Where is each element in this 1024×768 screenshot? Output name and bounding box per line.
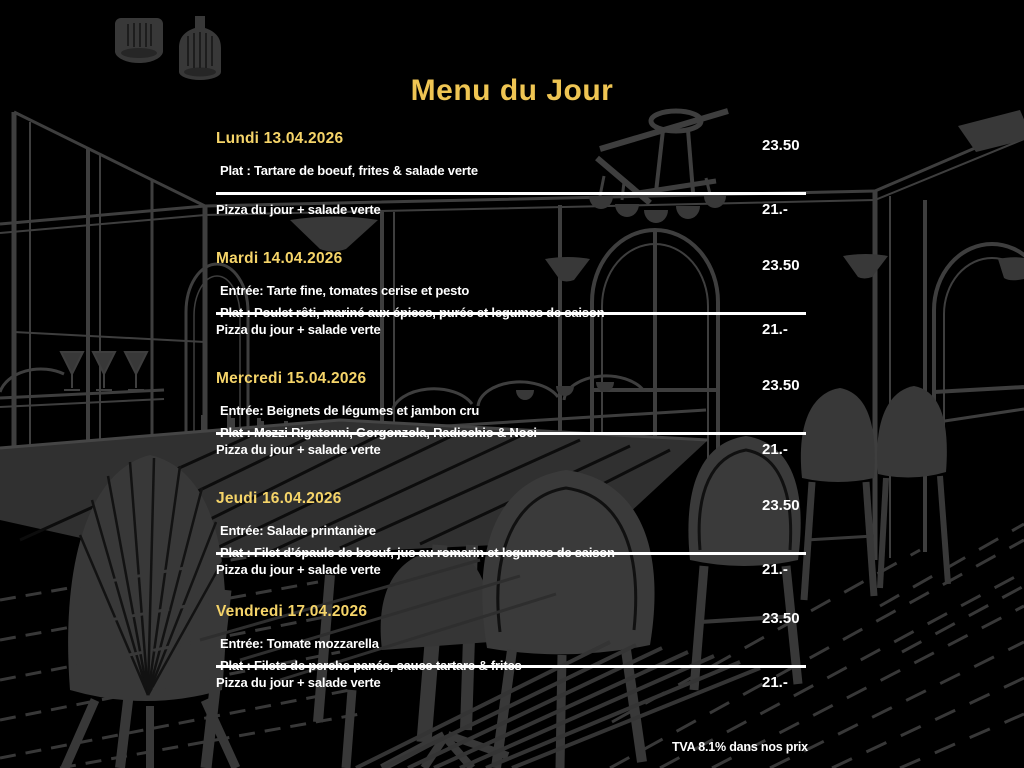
menu-section-mercredi: Mercredi 15.04.2026 23.50 Entrée: Beigne…: [216, 358, 806, 462]
pizza-label: Pizza du jour + salade verte: [216, 322, 381, 337]
course-line: Entrée: Tomate mozzarella: [220, 635, 379, 651]
menu-section-jeudi: Jeudi 16.04.2026 23.50 Entrée: Salade pr…: [216, 478, 806, 582]
hanging-glasses-rack: [589, 108, 729, 223]
pizza-price: 21.-: [762, 321, 788, 338]
pizza-row: Pizza du jour + salade verte 21.-: [216, 321, 806, 339]
separator-line: [216, 432, 806, 435]
pizza-label: Pizza du jour + salade verte: [216, 562, 381, 577]
day-heading: Lundi 13.04.2026: [216, 129, 344, 147]
pizza-label: Pizza du jour + salade verte: [216, 202, 381, 217]
menu-price: 23.50: [762, 610, 800, 627]
page-title: Menu du Jour: [410, 74, 614, 108]
pizza-price: 21.-: [762, 201, 788, 218]
pizza-price: 21.-: [762, 441, 788, 458]
day-heading: Mardi 14.04.2026: [216, 249, 343, 267]
pizza-label: Pizza du jour + salade verte: [216, 442, 381, 457]
day-heading: Mercredi 15.04.2026: [216, 369, 367, 387]
pendant-lamp-icons: [115, 16, 1024, 152]
separator-line: [216, 665, 806, 668]
separator-line: [216, 312, 806, 315]
pizza-price: 21.-: [762, 561, 788, 578]
course-line: Plat : Tartare de boeuf, frites & salade…: [220, 162, 478, 178]
pizza-row: Pizza du jour + salade verte 21.-: [216, 561, 806, 579]
course-line: Entrée: Tarte fine, tomates cerise et pe…: [220, 282, 470, 298]
pizza-row: Pizza du jour + salade verte 21.-: [216, 441, 806, 459]
menu-price: 23.50: [762, 377, 800, 394]
day-heading: Jeudi 16.04.2026: [216, 489, 342, 507]
pizza-row: Pizza du jour + salade verte 21.-: [216, 674, 806, 692]
pizza-label: Pizza du jour + salade verte: [216, 675, 381, 690]
separator-line: [216, 552, 806, 555]
menu-price: 23.50: [762, 497, 800, 514]
menu-section-vendredi: Vendredi 17.04.2026 23.50 Entrée: Tomate…: [216, 591, 806, 695]
pizza-row: Pizza du jour + salade verte 21.-: [216, 201, 806, 219]
menu-section-lundi: Lundi 13.04.2026 23.50 Plat : Tartare de…: [216, 118, 806, 222]
separator-line: [216, 192, 806, 195]
course-line: Entrée: Beignets de légumes et jambon cr…: [220, 402, 480, 418]
menu-price: 23.50: [762, 137, 800, 154]
day-heading: Vendredi 17.04.2026: [216, 602, 368, 620]
course-line: Entrée: Salade printanière: [220, 522, 376, 538]
pizza-price: 21.-: [762, 674, 788, 691]
menu-price: 23.50: [762, 257, 800, 274]
menu-section-mardi: Mardi 14.04.2026 23.50 Entrée: Tarte fin…: [216, 238, 806, 342]
vat-note: TVA 8.1% dans nos prix: [672, 740, 808, 754]
wall-sconce-icons: [290, 216, 1024, 282]
